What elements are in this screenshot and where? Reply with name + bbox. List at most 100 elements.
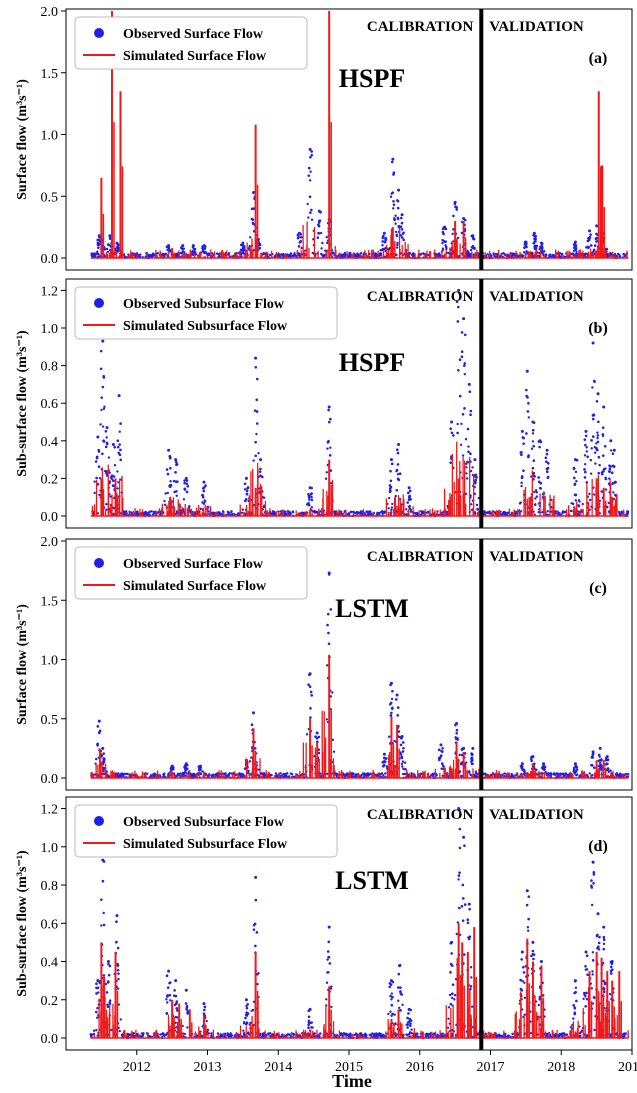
observed-point [375, 513, 379, 516]
observed-point [99, 349, 103, 353]
panel-a: 0.0 0.5 1.0 1.5 2.0 Surface flow (m³s⁻¹) CALIB… [15, 5, 633, 271]
observed-point [183, 487, 187, 491]
observed-point [453, 998, 456, 1001]
observed-point [618, 774, 622, 777]
observed-point [584, 470, 587, 474]
observed-point [390, 462, 394, 466]
observed-point [120, 774, 124, 778]
observed-point [379, 252, 382, 255]
observed-point [311, 251, 314, 255]
observed-point [225, 775, 228, 778]
observed-point [458, 358, 462, 361]
observed-point [544, 770, 547, 774]
observed-point [389, 458, 393, 462]
observed-point [530, 447, 534, 450]
observed-point [471, 746, 475, 750]
observed-point [168, 454, 172, 458]
observed-point [453, 200, 457, 204]
observed-point [113, 445, 117, 449]
observed-point [462, 746, 466, 750]
observed-point [506, 1034, 510, 1038]
observed-point [531, 428, 535, 432]
observed-point [174, 458, 178, 462]
observed-point [204, 772, 208, 776]
observed-point [116, 987, 120, 990]
observed-point [206, 1028, 210, 1032]
observed-point [394, 214, 397, 217]
observed-point [583, 476, 587, 479]
observed-point [331, 738, 335, 742]
observed-point [537, 510, 540, 514]
observed-point [387, 1012, 390, 1016]
observed-point [597, 753, 601, 757]
observed-point [207, 252, 211, 255]
observed-point [392, 199, 395, 203]
observed-point [94, 252, 97, 255]
observed-point [202, 502, 206, 505]
observed-point [114, 772, 118, 775]
observed-point [567, 774, 571, 778]
observed-point [459, 774, 463, 778]
observed-point [555, 772, 558, 776]
observed-point [392, 203, 396, 206]
observed-point [215, 772, 219, 775]
observed-point [203, 485, 206, 489]
observed-point [307, 166, 311, 170]
observed-point [492, 252, 495, 255]
observed-point [407, 505, 411, 509]
observed-point [440, 767, 443, 770]
observed-point [395, 489, 399, 492]
observed-point [581, 502, 584, 506]
observed-point [316, 236, 320, 239]
y-tick-label: 0.4 [41, 435, 59, 450]
observed-point [526, 410, 530, 413]
observed-point [407, 498, 411, 502]
observed-point [269, 1034, 272, 1038]
observed-point [602, 405, 606, 409]
observed-point [604, 477, 608, 481]
observed-point [382, 760, 386, 763]
observed-point [473, 511, 477, 514]
observed-point [252, 459, 255, 462]
y-tick-label: 0.5 [41, 713, 59, 728]
observed-point [408, 494, 411, 498]
observed-point [396, 216, 400, 220]
observed-point [471, 234, 475, 238]
observed-point [332, 750, 336, 753]
y-tick-label: 2.0 [41, 535, 59, 550]
legend-observed-label: Observed Surface Flow [123, 27, 264, 42]
observed-point [439, 754, 443, 758]
observed-point [602, 467, 606, 471]
observed-point [201, 493, 204, 497]
observed-point [316, 740, 319, 744]
observed-point [379, 511, 382, 514]
observed-point [327, 439, 330, 443]
observed-point [96, 483, 100, 486]
observed-point [596, 436, 599, 440]
observed-point [191, 773, 195, 777]
observed-point [308, 685, 312, 689]
observed-point [310, 218, 314, 221]
observed-point [328, 454, 332, 457]
observed-point [455, 300, 459, 304]
observed-point [168, 484, 171, 488]
observed-point [396, 199, 399, 202]
observed-point [166, 491, 169, 495]
observed-point [211, 773, 215, 776]
observed-point [443, 225, 447, 229]
observed-point [382, 773, 385, 777]
observed-point [442, 765, 445, 768]
observed-point [531, 755, 535, 759]
observed-point [308, 486, 312, 490]
observed-point [258, 246, 262, 250]
observed-point [402, 750, 405, 753]
observed-point [254, 454, 257, 458]
observed-point [280, 774, 284, 777]
panel-letter: (c) [589, 580, 607, 597]
observed-point [456, 921, 459, 924]
observed-point [181, 244, 185, 248]
observed-point [543, 250, 546, 253]
observed-point [242, 1029, 245, 1032]
observed-point [183, 767, 187, 771]
observed-point [167, 448, 171, 452]
